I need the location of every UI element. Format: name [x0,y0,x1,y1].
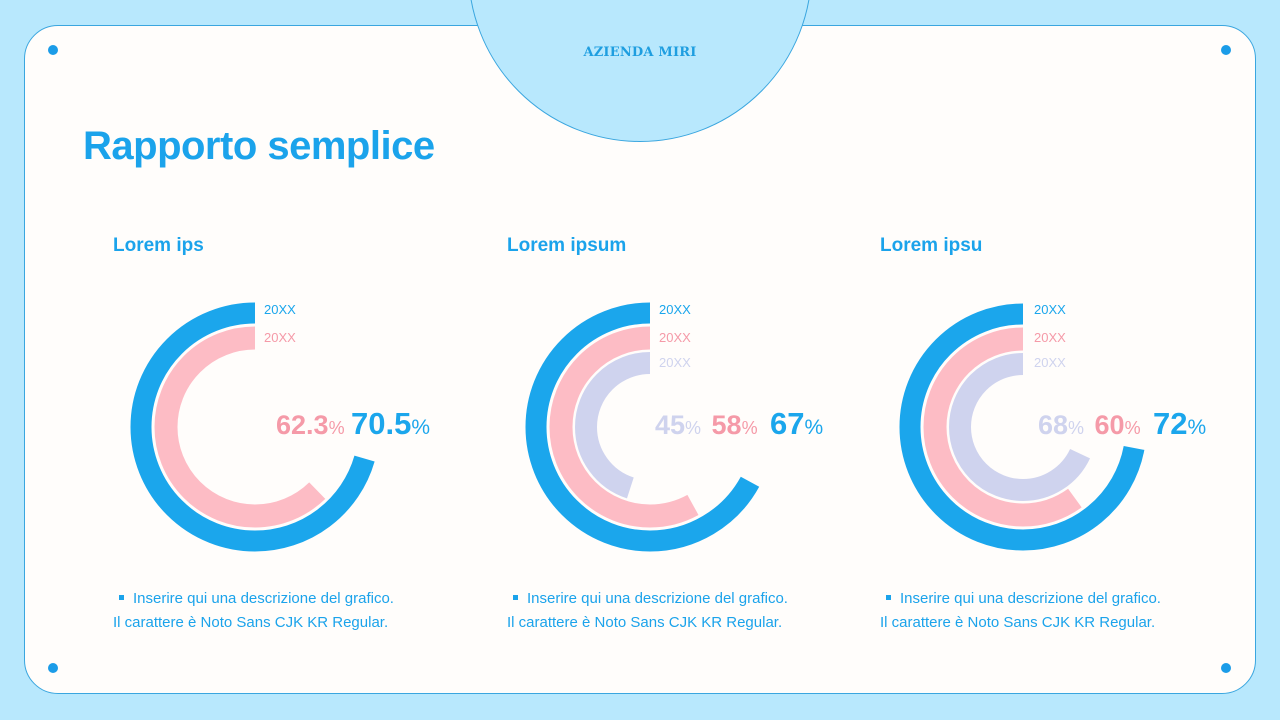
legend-item: 20XX [1034,330,1066,345]
chart-description: Inserire qui una descrizione del grafico… [113,590,394,631]
value-pink: 62.3% [276,410,345,440]
panel-title: Lorem ipsu [880,235,983,256]
value-labels: 45% 58% 67% [655,406,829,442]
bullet-icon [513,595,518,601]
bullet-icon [119,595,124,601]
arc-lavender [575,352,725,502]
slide-title: Rapporto semplice [83,124,435,168]
value-blue: 70.5% [351,406,431,441]
chart-panel-2: Lorem ipsum 20XX 20XX 20XX 45% 58% 67% I… [507,235,867,655]
chart-panel-3: Lorem ipsu 20XX 20XX 20XX 68% 60% 72% In… [880,235,1240,655]
corner-dot [48,45,58,55]
legend-item: 20XX [659,302,691,317]
chart-description: Inserire qui una descrizione del grafico… [880,590,1161,631]
value-lavender: 68% [1038,410,1085,440]
corner-dot [1221,663,1231,673]
arc-blue [130,302,380,552]
panel-title: Lorem ips [113,235,204,256]
legend-item: 20XX [659,330,691,345]
chart-panel-1: Lorem ips 20XX 20XX 62.3% 70.5% Inserire… [113,235,473,655]
legend-item: 20XX [1034,355,1066,370]
value-labels: 62.3% 70.5% [276,406,436,442]
bullet-icon [886,595,891,601]
chart-description: Inserire qui una descrizione del grafico… [507,590,788,631]
company-name: AZIENDA MIRI [583,45,697,60]
legend-item: 20XX [659,355,691,370]
arc-blue [525,302,775,552]
corner-dot [1221,45,1231,55]
legend-item: 20XX [264,330,296,345]
value-lavender: 45% [655,410,702,440]
arc-pink [923,327,1123,527]
arc-pink [549,326,751,528]
value-blue: 67% [770,406,824,441]
value-pink: 60% [1094,410,1141,440]
radial-chart [525,302,775,552]
value-labels: 68% 60% 72% [1038,406,1212,442]
radial-chart [130,302,380,552]
legend-item: 20XX [1034,302,1066,317]
value-pink: 58% [711,410,758,440]
value-blue: 72% [1153,406,1207,441]
panel-title: Lorem ipsum [507,235,627,256]
legend-item: 20XX [264,302,296,317]
arc-blue [899,303,1147,551]
corner-dot [48,663,58,673]
arc-lavender [949,353,1097,501]
radial-chart [899,303,1147,551]
arc-pink [154,326,356,528]
